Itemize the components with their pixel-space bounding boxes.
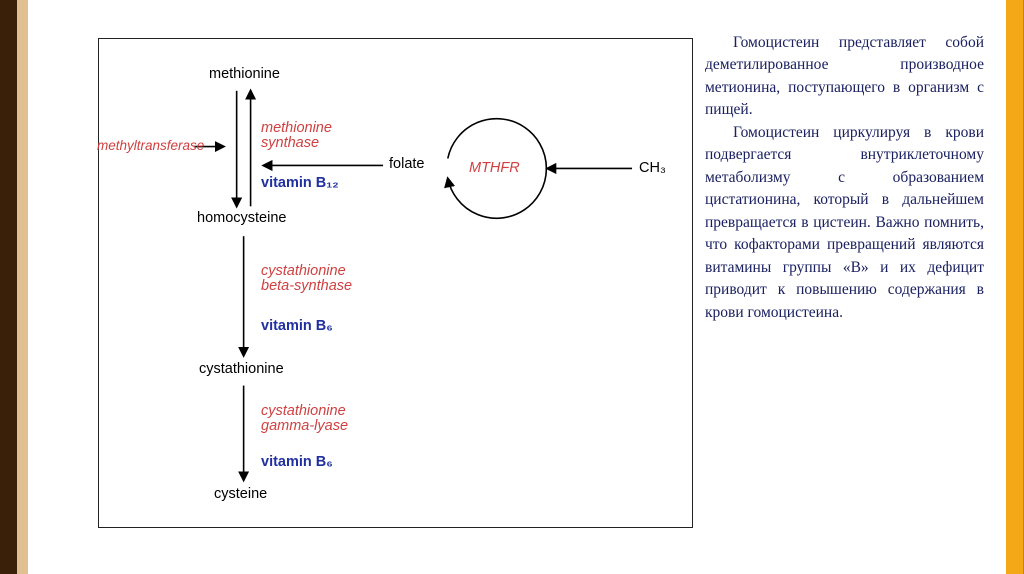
label-ch3: CH₃ <box>639 161 666 176</box>
label-cystathionine-gamma-lyase: cystathionine gamma-lyase <box>261 404 371 434</box>
label-mthfr: MTHFR <box>469 161 520 176</box>
label-cysteine: cysteine <box>214 487 267 502</box>
label-vitamin-b6-b: vitamin B₆ <box>261 455 333 470</box>
label-vitamin-b6-a: vitamin B₆ <box>261 319 333 334</box>
paragraph-2: Гомоцистеин циркулируя в крови подвергае… <box>705 122 984 324</box>
label-methionine-synthase: methionine synthase <box>261 121 351 151</box>
label-cystathionine-beta-synthase: cystathionine beta-synthase <box>261 264 371 294</box>
paragraph-1: Гомоцистеин представляет собой деметилир… <box>705 32 984 122</box>
label-methionine: methionine <box>209 67 280 82</box>
label-folate: folate <box>389 157 424 172</box>
right-decorative-stripe <box>1006 0 1024 574</box>
label-methyltransferase: methyltransferase <box>97 139 204 153</box>
left-decorative-stripe <box>0 0 28 574</box>
metabolic-diagram: methionine homocysteine cystathionine cy… <box>98 38 693 528</box>
slide-content: methionine homocysteine cystathionine cy… <box>28 0 1006 574</box>
label-cystathionine: cystathionine <box>199 362 284 377</box>
label-homocysteine: homocysteine <box>197 211 286 226</box>
label-vitamin-b12: vitamin B₁₂ <box>261 176 339 191</box>
pathway-svg <box>99 39 692 527</box>
description-text: Гомоцистеин представляет собой деметилир… <box>693 0 1006 574</box>
